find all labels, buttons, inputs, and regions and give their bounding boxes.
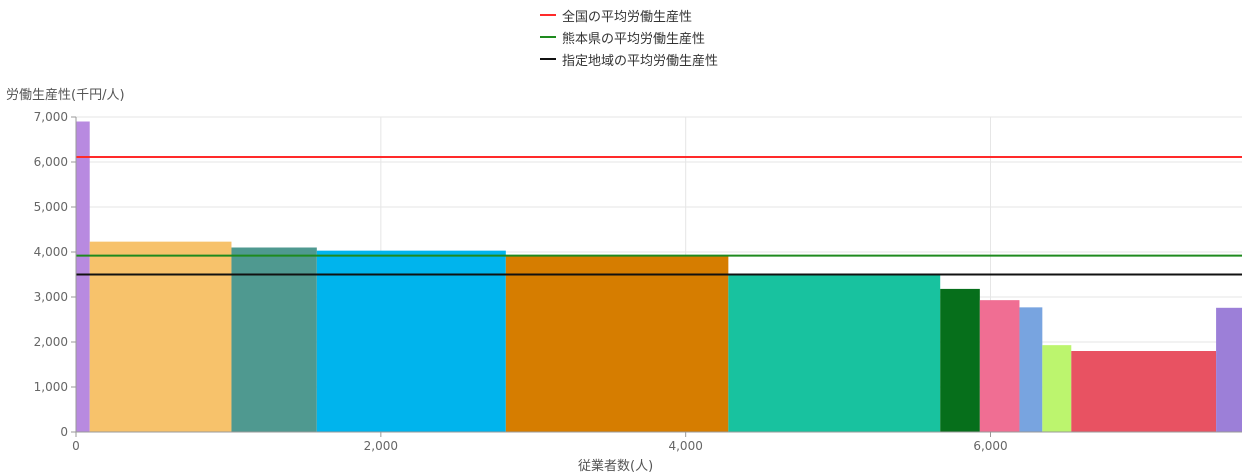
legend: 全国の平均労働生産性 熊本県の平均労働生産性 指定地域の平均労働生産性 bbox=[540, 4, 718, 70]
legend-label-national: 全国の平均労働生産性 bbox=[562, 9, 693, 25]
bar-2[interactable] bbox=[231, 247, 317, 433]
legend-item-kumamoto[interactable]: 熊本県の平均労働生産性 bbox=[540, 26, 718, 48]
y-axis-title: 労働生産性(千円/人) bbox=[6, 88, 125, 103]
x-tick-label-1: 2,000 bbox=[364, 439, 398, 453]
bar-7[interactable] bbox=[979, 300, 1020, 432]
bar-0[interactable] bbox=[76, 121, 90, 433]
x-axis-title: 従業者数(人) bbox=[578, 459, 654, 474]
y-tick-label-1: 1,000 bbox=[34, 380, 68, 394]
legend-swatch-region bbox=[540, 58, 556, 60]
legend-item-region[interactable]: 指定地域の平均労働生産性 bbox=[540, 48, 718, 70]
bar-4[interactable] bbox=[505, 255, 729, 432]
bars bbox=[76, 121, 1242, 433]
bar-11[interactable] bbox=[1216, 307, 1242, 432]
bar-3[interactable] bbox=[316, 250, 506, 432]
x-tick-label-2: 4,000 bbox=[668, 439, 702, 453]
y-tick-label-7: 7,000 bbox=[34, 110, 68, 124]
reference-lines bbox=[76, 156, 1242, 276]
x-tick-label-0: 0 bbox=[72, 439, 80, 453]
legend-swatch-national bbox=[540, 14, 556, 16]
bar-9[interactable] bbox=[1042, 345, 1072, 432]
bar-6[interactable] bbox=[940, 288, 980, 432]
axes: 0 1,000 2,000 3,000 4,000 5,000 6,000 7,000 0 2,0… bbox=[34, 110, 1242, 453]
bar-5[interactable] bbox=[728, 275, 941, 432]
y-tick-label-0: 0 bbox=[60, 425, 68, 439]
bar-1[interactable] bbox=[89, 241, 232, 432]
legend-label-kumamoto: 熊本県の平均労働生産性 bbox=[562, 31, 706, 47]
legend-item-national[interactable]: 全国の平均労働生産性 bbox=[540, 4, 718, 26]
legend-swatch-kumamoto bbox=[540, 36, 556, 38]
y-tick-label-2: 2,000 bbox=[34, 335, 68, 349]
y-tick-label-5: 5,000 bbox=[34, 200, 68, 214]
bar-10[interactable] bbox=[1071, 351, 1217, 432]
y-tick-label-4: 4,000 bbox=[34, 245, 68, 259]
bar-8[interactable] bbox=[1019, 307, 1043, 432]
x-tick-label-3: 6,000 bbox=[973, 439, 1007, 453]
legend-label-region: 指定地域の平均労働生産性 bbox=[562, 53, 719, 69]
y-tick-label-6: 6,000 bbox=[34, 155, 68, 169]
y-tick-label-3: 3,000 bbox=[34, 290, 68, 304]
